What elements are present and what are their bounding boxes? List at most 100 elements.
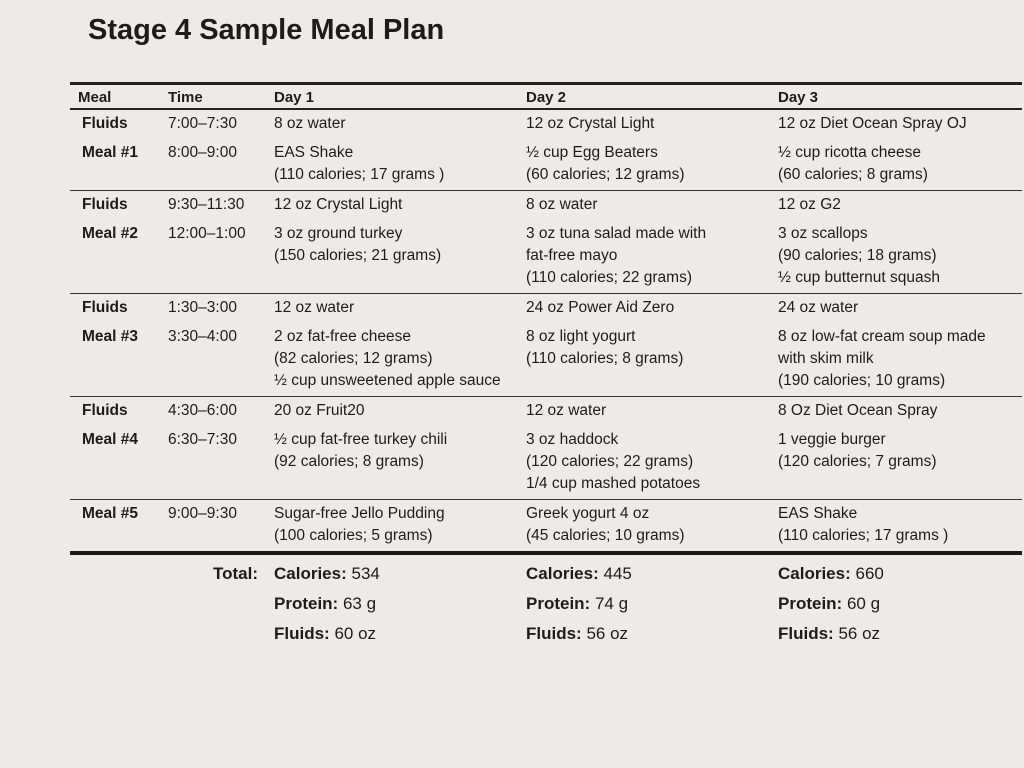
food-line: 3 oz haddock: [526, 431, 619, 448]
day-cell: 8 oz water: [266, 109, 518, 139]
column-header: Day 1: [266, 82, 518, 110]
day-cell: 12 oz water: [266, 294, 518, 324]
totals-cell: Calories: 660 Protein: 60 g Fluids: 56 oz: [770, 551, 1022, 653]
day-cell: 24 oz Power Aid Zero: [518, 294, 770, 324]
food-line: 12 oz G2: [778, 196, 841, 213]
food-line: (150 calories; 21 grams): [274, 247, 442, 264]
totals-label: Total:: [70, 551, 266, 653]
column-header: Meal: [70, 82, 160, 110]
total-item-value: 534: [351, 564, 380, 583]
meal-label: Meal #1: [70, 139, 160, 191]
meal-label: Fluids: [82, 196, 128, 213]
total-item-value: 445: [603, 564, 632, 583]
food-line: 12 oz water: [274, 299, 355, 316]
food-line: (82 calories; 12 grams): [274, 350, 433, 367]
day-cell: 20 oz Fruit20: [266, 397, 518, 427]
food-line: 3 oz scallops: [778, 225, 868, 242]
day-cell: 24 oz water: [770, 294, 1022, 324]
meal-plan-table: Meal Time Day 1 Day 2 Day 3 Fluids 7:00–7:30 8…: [70, 82, 1022, 653]
title: Stage 4 Sample Meal Plan: [88, 14, 445, 46]
food-line: (60 calories; 8 grams): [778, 166, 928, 183]
food-line: EAS Shake: [778, 505, 858, 522]
table-row: Fluids 4:30–6:00 20 oz Fruit20 12 oz water 8…: [70, 397, 1022, 427]
food-line: (110 calories; 22 grams): [526, 269, 692, 286]
day-cell: 1 veggie burger (120 calories; 7 grams): [770, 426, 1022, 500]
food-line: 12 oz water: [526, 402, 607, 419]
time: 8:00–9:00: [160, 139, 266, 191]
meal-label: Meal #5: [70, 499, 160, 554]
total-item-label: Calories:: [274, 564, 347, 583]
table-row: Fluids 9:30–11:30 12 oz Crystal Light 8 oz …: [70, 191, 1022, 221]
time: 7:00–7:30: [168, 115, 237, 132]
time: 12:00–1:00: [160, 220, 266, 294]
food-line: (120 calories; 7 grams): [778, 453, 937, 470]
total-line: Fluids: 60 oz: [274, 619, 510, 649]
day-cell: EAS Shake (110 calories; 17 grams ): [266, 139, 518, 191]
food-line: (100 calories; 5 grams): [274, 527, 433, 544]
food-line: 12 oz Crystal Light: [274, 196, 403, 213]
time: 1:30–3:00: [168, 299, 237, 316]
food-line: Sugar-free Jello Pudding: [274, 505, 445, 522]
total-line: Calories: 445: [526, 559, 762, 589]
table-body: Fluids 7:00–7:30 8 oz water 12 oz Crystal L…: [70, 109, 1022, 653]
day-cell: 12 oz G2: [770, 191, 1022, 221]
food-line: 8 oz water: [526, 196, 598, 213]
day-cell: 3 oz scallops (90 calories; 18 grams) ½ cu…: [770, 220, 1022, 294]
time: 9:30–11:30: [168, 196, 245, 213]
total-item-label: Protein:: [526, 594, 591, 613]
total-item-value: 60 oz: [334, 624, 377, 643]
food-line: with skim milk: [778, 350, 874, 367]
day-cell: 3 oz tuna salad made with fat-free mayo (1…: [518, 220, 770, 294]
day-cell: ½ cup Egg Beaters (60 calories; 12 grams): [518, 139, 770, 191]
total-item-label: Protein:: [778, 594, 843, 613]
food-line: EAS Shake: [274, 144, 354, 161]
food-line: (120 calories; 22 grams): [526, 453, 694, 470]
food-line: ½ cup unsweetened apple sauce: [274, 372, 501, 389]
day-cell: Sugar-free Jello Pudding (100 calories; 5…: [266, 499, 518, 554]
meal-label: Meal #2: [70, 220, 160, 294]
food-line: 12 oz Diet Ocean Spray OJ: [778, 115, 967, 132]
column-header: Day 3: [770, 82, 1022, 110]
header-row: Meal Time Day 1 Day 2 Day 3: [70, 82, 1022, 110]
total-line: Protein: 63 g: [274, 589, 510, 619]
totals-row: Total: Calories: 534 Protein: 63 g Fluids: …: [70, 551, 1022, 653]
day-cell: 12 oz water: [518, 397, 770, 427]
time: 4:30–6:00: [168, 402, 237, 419]
total-item-value: 56 oz: [586, 624, 629, 643]
total-item-value: 56 oz: [838, 624, 881, 643]
table-row: Fluids 7:00–7:30 8 oz water 12 oz Crystal L…: [70, 109, 1022, 139]
total-item-value: 74 g: [594, 594, 629, 613]
food-line: (60 calories; 12 grams): [526, 166, 685, 183]
meal-label: Meal #4: [70, 426, 160, 500]
food-line: 20 oz Fruit20: [274, 402, 365, 419]
day-cell: 8 oz water: [518, 191, 770, 221]
food-line: ½ cup ricotta cheese: [778, 144, 922, 161]
food-line: 12 oz Crystal Light: [526, 115, 655, 132]
total-line: Calories: 534: [274, 559, 510, 589]
meal-label: Fluids: [82, 299, 128, 316]
meal-label: Fluids: [82, 402, 128, 419]
food-line: 24 oz Power Aid Zero: [526, 299, 675, 316]
food-line: 8 oz light yogurt: [526, 328, 636, 345]
day-cell: Greek yogurt 4 oz (45 calories; 10 grams): [518, 499, 770, 554]
total-line: Protein: 74 g: [526, 589, 762, 619]
meal-label: Fluids: [82, 115, 128, 132]
totals-cell: Calories: 445 Protein: 74 g Fluids: 56 oz: [518, 551, 770, 653]
total-item-label: Fluids:: [526, 624, 582, 643]
table-row: Meal #4 6:30–7:30 ½ cup fat-free turkey ch…: [70, 426, 1022, 500]
food-line: 8 oz water: [274, 115, 346, 132]
day-cell: 2 oz fat-free cheese (82 calories; 12 gra…: [266, 323, 518, 397]
table-row: Meal #2 12:00–1:00 3 oz ground turkey (150 …: [70, 220, 1022, 294]
time: 9:00–9:30: [160, 499, 266, 554]
total-line: Fluids: 56 oz: [778, 619, 1014, 649]
total-item-value: 63 g: [342, 594, 377, 613]
table-row: Meal #5 9:00–9:30 Sugar-free Jello Pudding…: [70, 499, 1022, 554]
day-cell: ½ cup ricotta cheese (60 calories; 8 gram…: [770, 139, 1022, 191]
food-line: (110 calories; 17 grams ): [274, 166, 445, 183]
food-line: ½ cup fat-free turkey chili: [274, 431, 448, 448]
food-line: 2 oz fat-free cheese: [274, 328, 411, 345]
day-cell: 8 oz low-fat cream soup made with skim mi…: [770, 323, 1022, 397]
day-cell: EAS Shake (110 calories; 17 grams ): [770, 499, 1022, 554]
food-line: 24 oz water: [778, 299, 859, 316]
